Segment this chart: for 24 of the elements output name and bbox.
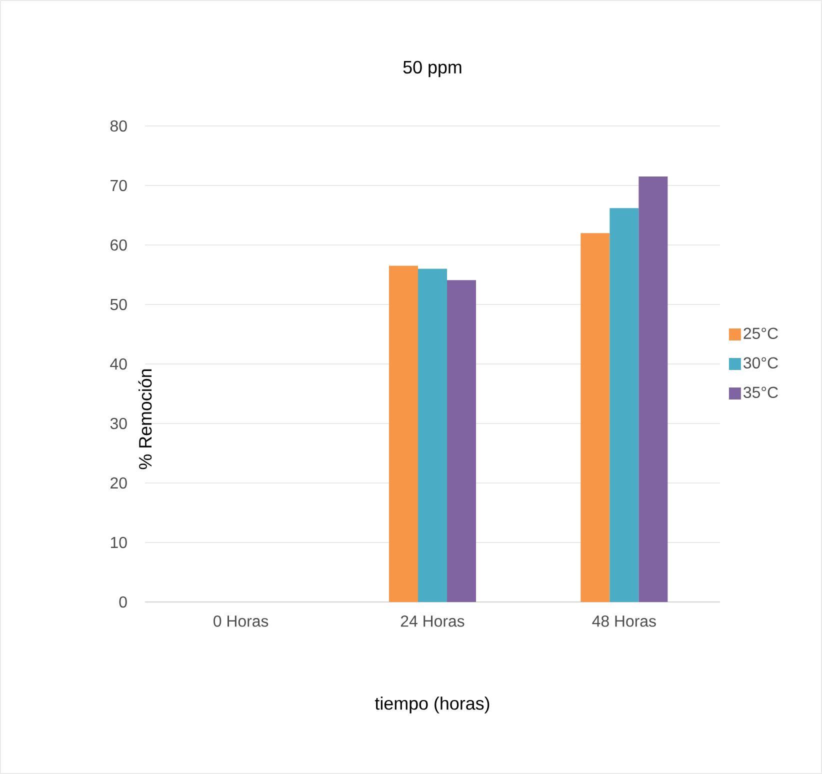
y-tick-label: 50 [110,298,127,310]
y-tick-label: 40 [110,358,127,370]
bar [638,176,668,602]
x-axis-title: tiempo (horas) [374,696,490,714]
bar [580,233,610,602]
bar [610,208,639,602]
bar [447,280,476,602]
bar [389,266,418,602]
y-tick-label: 70 [110,180,127,192]
x-tick-label: 24 Horas [400,616,464,627]
legend-label: 25°C [744,328,778,340]
y-tick-label: 30 [110,418,127,430]
legend-label: 35°C [744,386,778,398]
y-tick-label: 20 [110,477,127,489]
y-tick-label: 80 [110,120,127,132]
y-tick-label: 0 [119,596,127,608]
x-tick-label: 48 Horas [592,616,656,627]
y-tick-label: 10 [110,536,127,548]
chart-title: 50 ppm [403,60,462,78]
legend-label: 30°C [744,357,778,369]
bar [418,268,448,602]
y-tick-label: 60 [110,239,127,251]
x-tick-label: 0 Horas [214,616,268,627]
y-axis-title: % Remoción [138,369,152,470]
